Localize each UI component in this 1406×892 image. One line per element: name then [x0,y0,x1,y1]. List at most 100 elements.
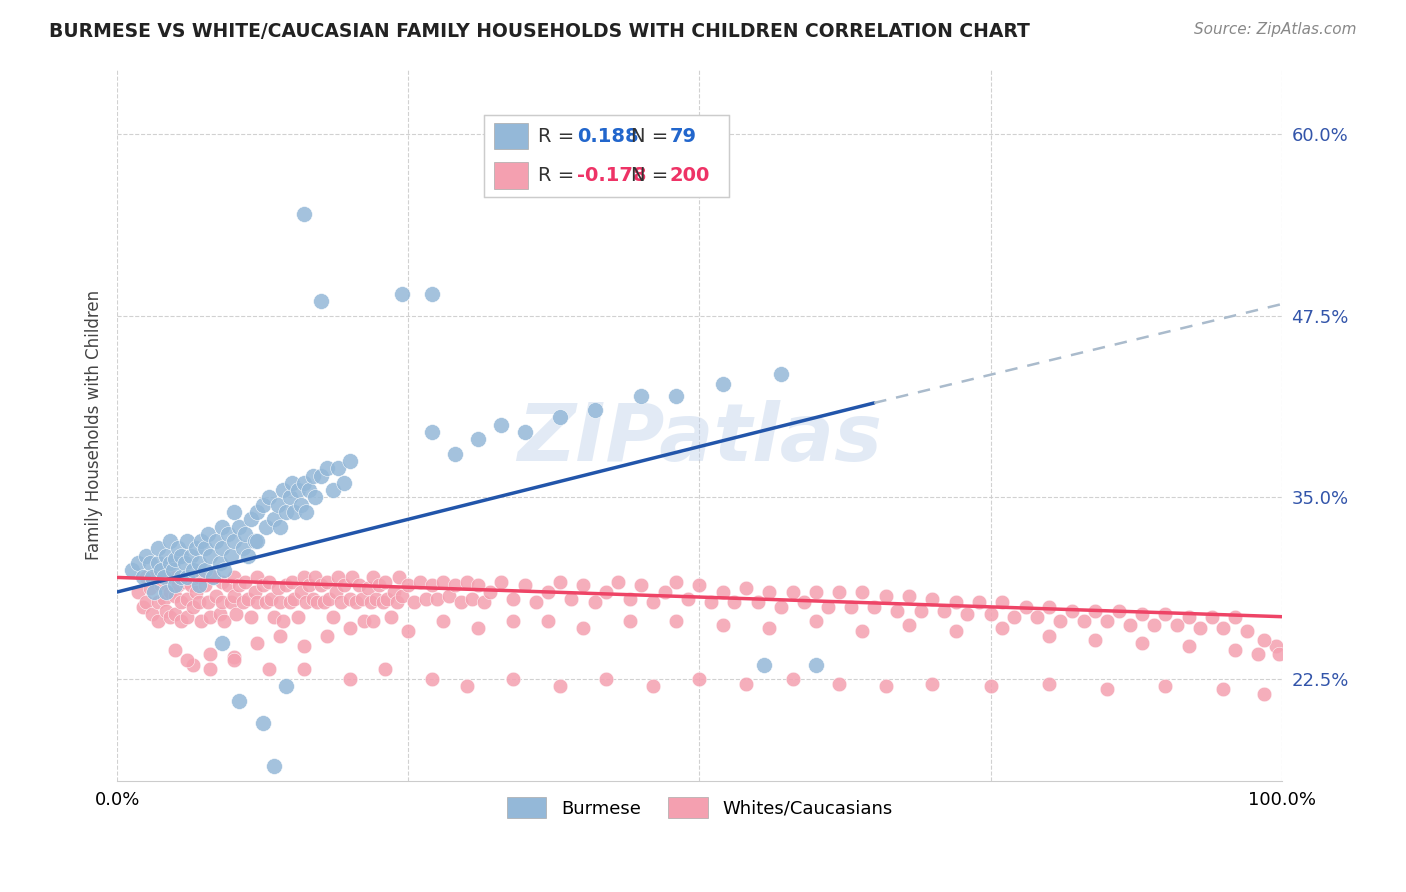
Point [269,629,291,643]
Point [875,590,897,604]
Point [583,403,606,417]
Point [173,574,195,589]
Point [467,577,489,591]
Point [1073,614,1095,628]
Point [176,570,198,584]
Point [1002,609,1025,624]
Point [278,491,301,505]
Point [1038,629,1060,643]
Point [456,680,478,694]
Point [353,614,375,628]
Point [1268,648,1291,662]
Point [782,585,804,599]
Point [1154,680,1177,694]
Point [152,592,174,607]
Point [295,595,318,609]
Point [396,624,419,639]
Y-axis label: Family Households with Children: Family Households with Children [86,290,103,560]
Point [150,577,173,591]
Point [344,595,367,609]
Point [165,590,187,604]
Point [711,377,734,392]
Point [322,483,344,498]
Point [956,607,979,621]
Point [159,585,181,599]
Point [572,621,595,635]
Point [1084,632,1107,647]
Point [132,599,155,614]
Point [170,614,193,628]
Point [1253,687,1275,701]
Point [205,534,228,549]
Point [236,592,259,607]
Point [150,563,173,577]
Point [165,577,187,591]
Point [222,570,245,584]
Point [444,577,467,591]
Point [309,294,332,309]
Point [301,468,323,483]
Point [333,577,356,591]
Point [139,581,162,595]
Point [502,672,524,686]
Point [159,556,181,570]
Point [333,475,356,490]
Point [851,624,873,639]
Point [225,607,247,621]
Point [342,570,364,584]
Point [360,595,382,609]
Point [1108,604,1130,618]
Point [159,609,181,624]
Point [181,563,204,577]
Point [146,595,169,609]
Point [630,577,652,591]
Point [1062,604,1084,618]
Point [804,657,827,672]
Point [176,609,198,624]
Point [339,592,361,607]
Point [467,621,489,635]
Point [420,577,443,591]
Point [420,672,443,686]
Point [232,595,254,609]
Point [190,534,212,549]
Point [187,577,209,591]
Point [304,491,326,505]
Point [187,570,209,584]
Point [254,595,277,609]
Point [583,595,606,609]
Point [283,592,305,607]
Point [339,621,361,635]
Point [607,574,630,589]
Point [292,207,315,221]
Point [246,534,269,549]
Point [665,574,688,589]
Point [170,570,193,584]
Point [491,574,513,589]
Point [350,592,373,607]
Point [246,636,269,650]
Point [146,614,169,628]
Point [630,389,652,403]
Point [875,680,897,694]
Text: BURMESE VS WHITE/CAUCASIAN FAMILY HOUSEHOLDS WITH CHILDREN CORRELATION CHART: BURMESE VS WHITE/CAUCASIAN FAMILY HOUSEH… [49,22,1031,41]
Point [339,672,361,686]
Point [328,461,350,475]
Point [782,672,804,686]
Point [246,505,269,519]
Point [404,595,426,609]
Point [548,574,571,589]
Point [380,609,402,624]
Point [374,662,396,676]
Point [437,590,460,604]
Point [283,505,305,519]
Point [641,680,664,694]
Point [155,549,177,563]
Point [143,585,166,599]
Point [155,570,177,584]
Point [211,519,233,533]
Point [654,585,676,599]
Point [243,534,266,549]
Point [804,614,827,628]
Point [318,592,340,607]
